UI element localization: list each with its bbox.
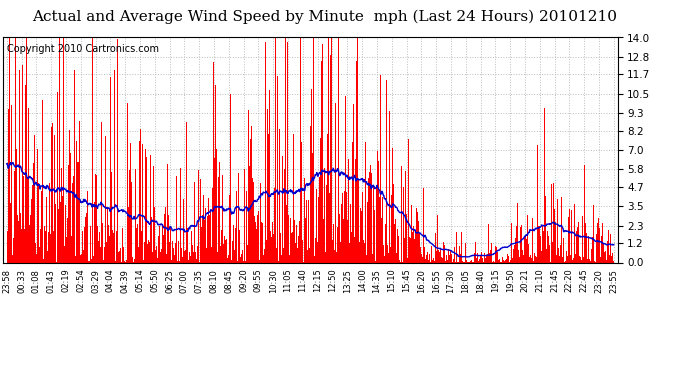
- Text: Copyright 2010 Cartronics.com: Copyright 2010 Cartronics.com: [6, 44, 159, 54]
- Text: Actual and Average Wind Speed by Minute  mph (Last 24 Hours) 20101210: Actual and Average Wind Speed by Minute …: [32, 9, 617, 24]
